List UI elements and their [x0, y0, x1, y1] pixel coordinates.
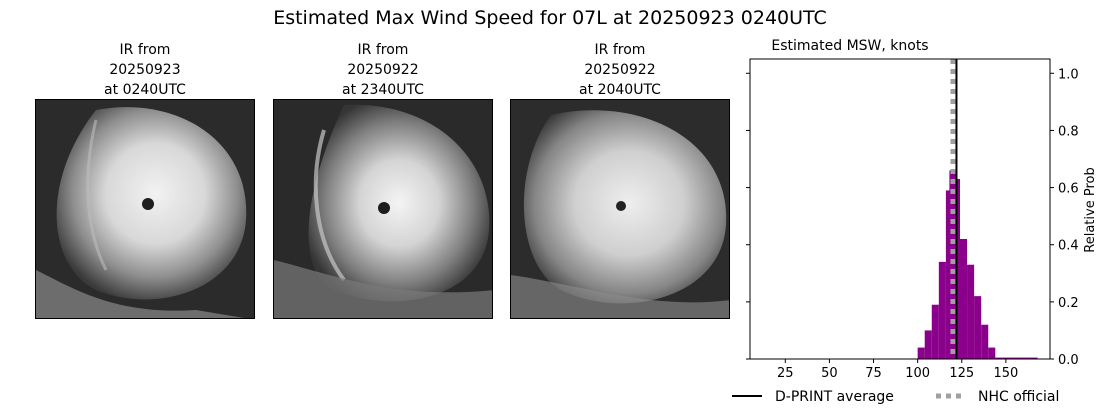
ir-panel-2-title: IR from 20250922 at 2340UTC	[273, 40, 493, 100]
ir-panel-1-line1: IR from	[119, 42, 171, 58]
x-tick-label: 25	[777, 366, 794, 381]
histogram-bar	[960, 239, 968, 359]
histogram-bar	[1002, 357, 1010, 359]
y-axis-ticks: 0.0 0.2 0.4 0.6 0.8 1.0	[746, 67, 1079, 368]
ir-panel-3-time: at 2040UTC	[579, 82, 661, 98]
reference-lines	[950, 59, 958, 359]
histogram-bar	[1016, 357, 1024, 359]
x-tick-label: 50	[821, 366, 838, 381]
histogram-bar	[931, 304, 939, 359]
ir-image-2	[273, 99, 493, 319]
histogram-bar	[988, 347, 996, 359]
histogram-bar	[995, 357, 1003, 359]
histogram-bars	[917, 170, 1038, 359]
ir-image-3	[510, 99, 730, 319]
histogram-bar	[981, 324, 989, 359]
histogram-bar	[974, 296, 982, 359]
ir-panel-3-title: IR from 20250922 at 2040UTC	[510, 40, 730, 100]
x-tick-label: 75	[865, 366, 882, 381]
plot-frame	[749, 58, 1051, 360]
legend-dprint-label: D-PRINT average	[775, 389, 894, 405]
msw-histogram-chart: Estimated MSW, knots 25 50 75 100 125 150 0.0…	[732, 38, 1098, 405]
y-tick-label: 0.2	[1058, 296, 1079, 311]
y-tick-label: 0.6	[1058, 182, 1079, 197]
y-axis-label: Relative Prob	[1083, 167, 1098, 252]
histogram-bar	[1030, 357, 1038, 359]
histogram-bar	[917, 347, 925, 359]
histogram-bar	[924, 330, 932, 359]
ir-panel-2-date: 20250922	[347, 62, 419, 78]
figure-title: Estimated Max Wind Speed for 07L at 2025…	[273, 7, 827, 29]
ir-image-1	[35, 99, 255, 319]
legend-nhc-label: NHC official	[978, 389, 1059, 405]
x-axis-ticks: 25 50 75 100 125 150	[777, 359, 1018, 381]
histogram-bar	[1023, 357, 1031, 359]
ir-panel-2-line1: IR from	[357, 42, 409, 58]
y-tick-label: 0.0	[1058, 353, 1079, 368]
ir-panel-3-line1: IR from	[594, 42, 646, 58]
histogram-bar	[949, 170, 957, 359]
histogram-bar	[938, 261, 946, 359]
ir-panel-3-date: 20250922	[584, 62, 656, 78]
histogram-bar	[1009, 357, 1017, 359]
chart-title: Estimated MSW, knots	[771, 38, 928, 54]
ir-panel-1-time: at 0240UTC	[104, 82, 186, 98]
x-tick-label: 100	[905, 366, 930, 381]
y-tick-label: 1.0	[1058, 67, 1079, 82]
ir-panel-1-title: IR from 20250923 at 0240UTC	[35, 40, 255, 100]
y-tick-label: 0.8	[1058, 124, 1079, 139]
histogram-bar	[967, 264, 975, 359]
x-tick-label: 150	[993, 366, 1018, 381]
ir-panel-2-time: at 2340UTC	[342, 82, 424, 98]
legend: D-PRINT average NHC official	[732, 389, 1059, 405]
ir-panel-1-date: 20250923	[109, 62, 181, 78]
y-tick-label: 0.4	[1058, 239, 1079, 254]
x-tick-label: 125	[949, 366, 974, 381]
histogram-bar	[945, 190, 953, 359]
